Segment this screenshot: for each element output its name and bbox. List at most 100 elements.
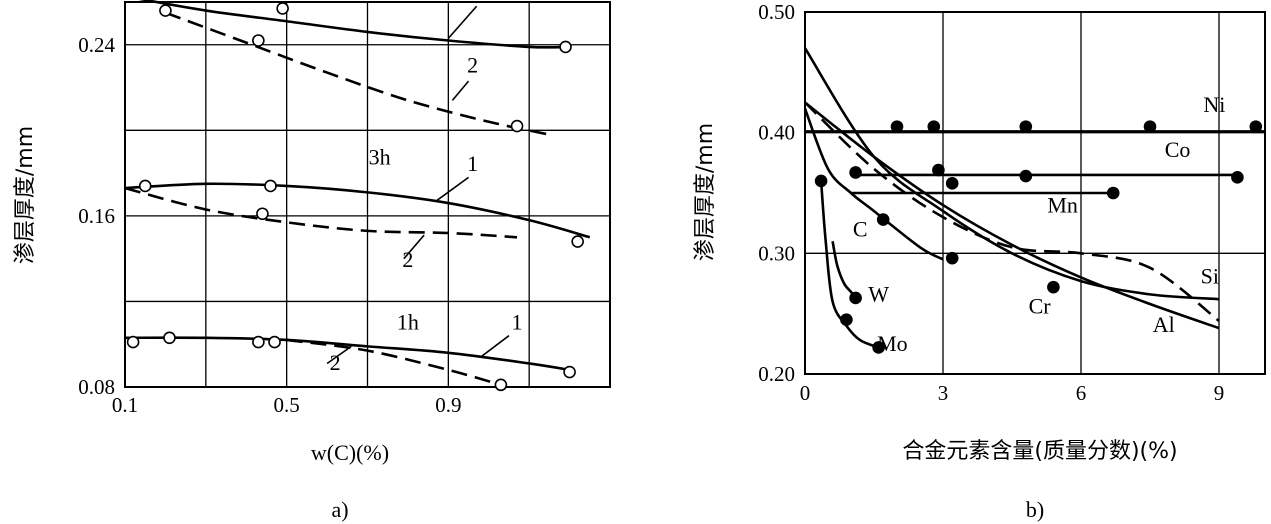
series-1h-curve-1-point (126, 335, 140, 349)
panel-b-caption: b) (1026, 497, 1044, 522)
annotation-leader (403, 234, 425, 260)
series-co-point (1231, 171, 1244, 184)
series-3h-curve-1-line (124, 182, 591, 239)
panel-b-annotations: Ni Co Mn C Cr Al Si W Mo (853, 92, 1226, 356)
x-tick-label: 0.9 (435, 393, 461, 417)
series-co-point (932, 163, 945, 177)
panel-a: 0.1 0.5 0.9 0.08 0.16 0.24 6h 1 2 3h 1 2 1h 1 2 渗层厚度/… (13, 0, 611, 522)
panel-b-y-axis-title: 渗层厚度/mm (693, 123, 718, 261)
panel-a-ticks: 0.1 0.5 0.9 0.08 0.16 0.24 (78, 33, 461, 417)
y-tick-label: 0.16 (78, 204, 115, 228)
series-6h-curve-2-point (510, 119, 524, 133)
annotation-leader (435, 176, 470, 202)
series-3h-curve-1-point (138, 179, 152, 193)
annotation-label: 6h (381, 0, 403, 3)
annotation-leader (326, 345, 352, 365)
annotation-leader (447, 5, 478, 39)
panel-a-series (124, 0, 591, 392)
series-1h-curve-1-point (252, 335, 265, 349)
annotation-label: C (853, 216, 868, 241)
x-tick-label: 6 (1076, 381, 1087, 405)
annotation-label: 1 (512, 309, 523, 334)
series-ni-point (927, 120, 941, 133)
y-tick-label: 0.08 (78, 375, 115, 399)
annotation-label: 2 (402, 247, 413, 272)
panel-a-annotations: 6h 1 2 3h 1 2 1h 1 2 (326, 0, 523, 375)
annotation-label: 3h (369, 145, 391, 170)
series-w-line (831, 241, 857, 299)
series-6h-curve-2-point (252, 34, 265, 47)
x-tick-label: 0 (800, 381, 811, 405)
annotation-label: Si (1201, 264, 1219, 289)
x-tick-label: 3 (938, 381, 949, 405)
annotation-leader (451, 80, 470, 101)
annotation-label: Co (1165, 137, 1191, 162)
series-c-point (945, 251, 959, 265)
annotation-label: 1 (471, 0, 482, 5)
x-tick-label: 0.5 (274, 393, 300, 417)
series-6h-curve-1-point (276, 2, 289, 15)
y-tick-label: 0.24 (78, 33, 115, 57)
series-c-line (803, 108, 944, 261)
y-tick-label: 0.50 (758, 0, 795, 24)
annotation-label: 1h (397, 309, 419, 334)
annotation-label: Cr (1029, 294, 1052, 319)
series-c-point (876, 213, 890, 226)
y-tick-label: 0.20 (758, 362, 795, 386)
series-al-line (804, 101, 1220, 330)
x-tick-label: 0.1 (112, 393, 138, 417)
series-co-point (945, 177, 959, 190)
y-tick-label: 0.40 (758, 121, 795, 145)
series-6h-curve-2-point (159, 4, 172, 17)
annotation-leader (480, 335, 510, 358)
series-mo-point (872, 341, 885, 354)
annotation-label: Mo (877, 331, 908, 356)
series-1h-curve-1-point (163, 331, 176, 345)
panel-a-caption: a) (331, 497, 348, 522)
panel-a-grid (125, 2, 610, 387)
annotation-label: Al (1153, 312, 1175, 337)
panel-b-frame (804, 11, 1266, 375)
series-3h-curve-1-point (264, 179, 277, 193)
series-si-line (804, 101, 1220, 322)
series-1h-curve-1-point (563, 365, 576, 379)
series-mo-line (819, 180, 880, 349)
annotation-label: Mn (1047, 192, 1078, 217)
series-ni-point (1019, 120, 1033, 133)
panel-a-y-axis-title: 渗层厚度/mm (13, 126, 38, 264)
series-1h-curve-1-line (124, 336, 570, 372)
annotation-label: W (868, 282, 889, 307)
panel-b-x-axis-title: 合金元素含量(质量分数)(%) (902, 439, 1177, 464)
series-co-point (1019, 169, 1033, 183)
panel-b: 0 3 6 9 0.20 0.30 0.40 0.50 Ni Co Mn C Cr Al Si W Mo 渗层… (693, 0, 1266, 522)
series-3h-curve-2-line (124, 186, 518, 239)
series-6h-curve-2-line (164, 11, 550, 136)
series-co-point (849, 166, 862, 179)
panel-a-x-axis-title: w(C)(%) (311, 440, 389, 465)
series-cr-line (803, 47, 1220, 301)
series-1h-curve-1-point (268, 335, 281, 349)
series-mo-point (814, 174, 828, 188)
series-mn-point (1106, 186, 1120, 200)
series-6h-curve-1-line (138, 0, 570, 49)
series-3h-curve-1-point (571, 235, 584, 248)
series-ni-point (890, 120, 904, 133)
x-tick-label: 9 (1214, 381, 1225, 405)
series-1h-curve-2-line (286, 338, 502, 387)
series-cr-point (1047, 280, 1060, 294)
series-1h-curve-2-point (494, 378, 508, 392)
series-3h-curve-2-point (256, 207, 269, 221)
panel-b-ticks: 0 3 6 9 0.20 0.30 0.40 0.50 (758, 0, 1224, 405)
annotation-label: 2 (467, 53, 478, 78)
annotation-label: 2 (330, 350, 341, 375)
series-6h-curve-1-point (559, 40, 572, 54)
series-mo-point (840, 313, 853, 327)
y-tick-label: 0.30 (758, 241, 795, 265)
series-w-point (849, 291, 862, 305)
panel-b-series (803, 47, 1265, 354)
series-ni-point (1143, 120, 1157, 133)
annotation-label: Ni (1203, 92, 1225, 117)
series-ni-point (1249, 120, 1263, 133)
annotation-label: 1 (467, 151, 478, 176)
